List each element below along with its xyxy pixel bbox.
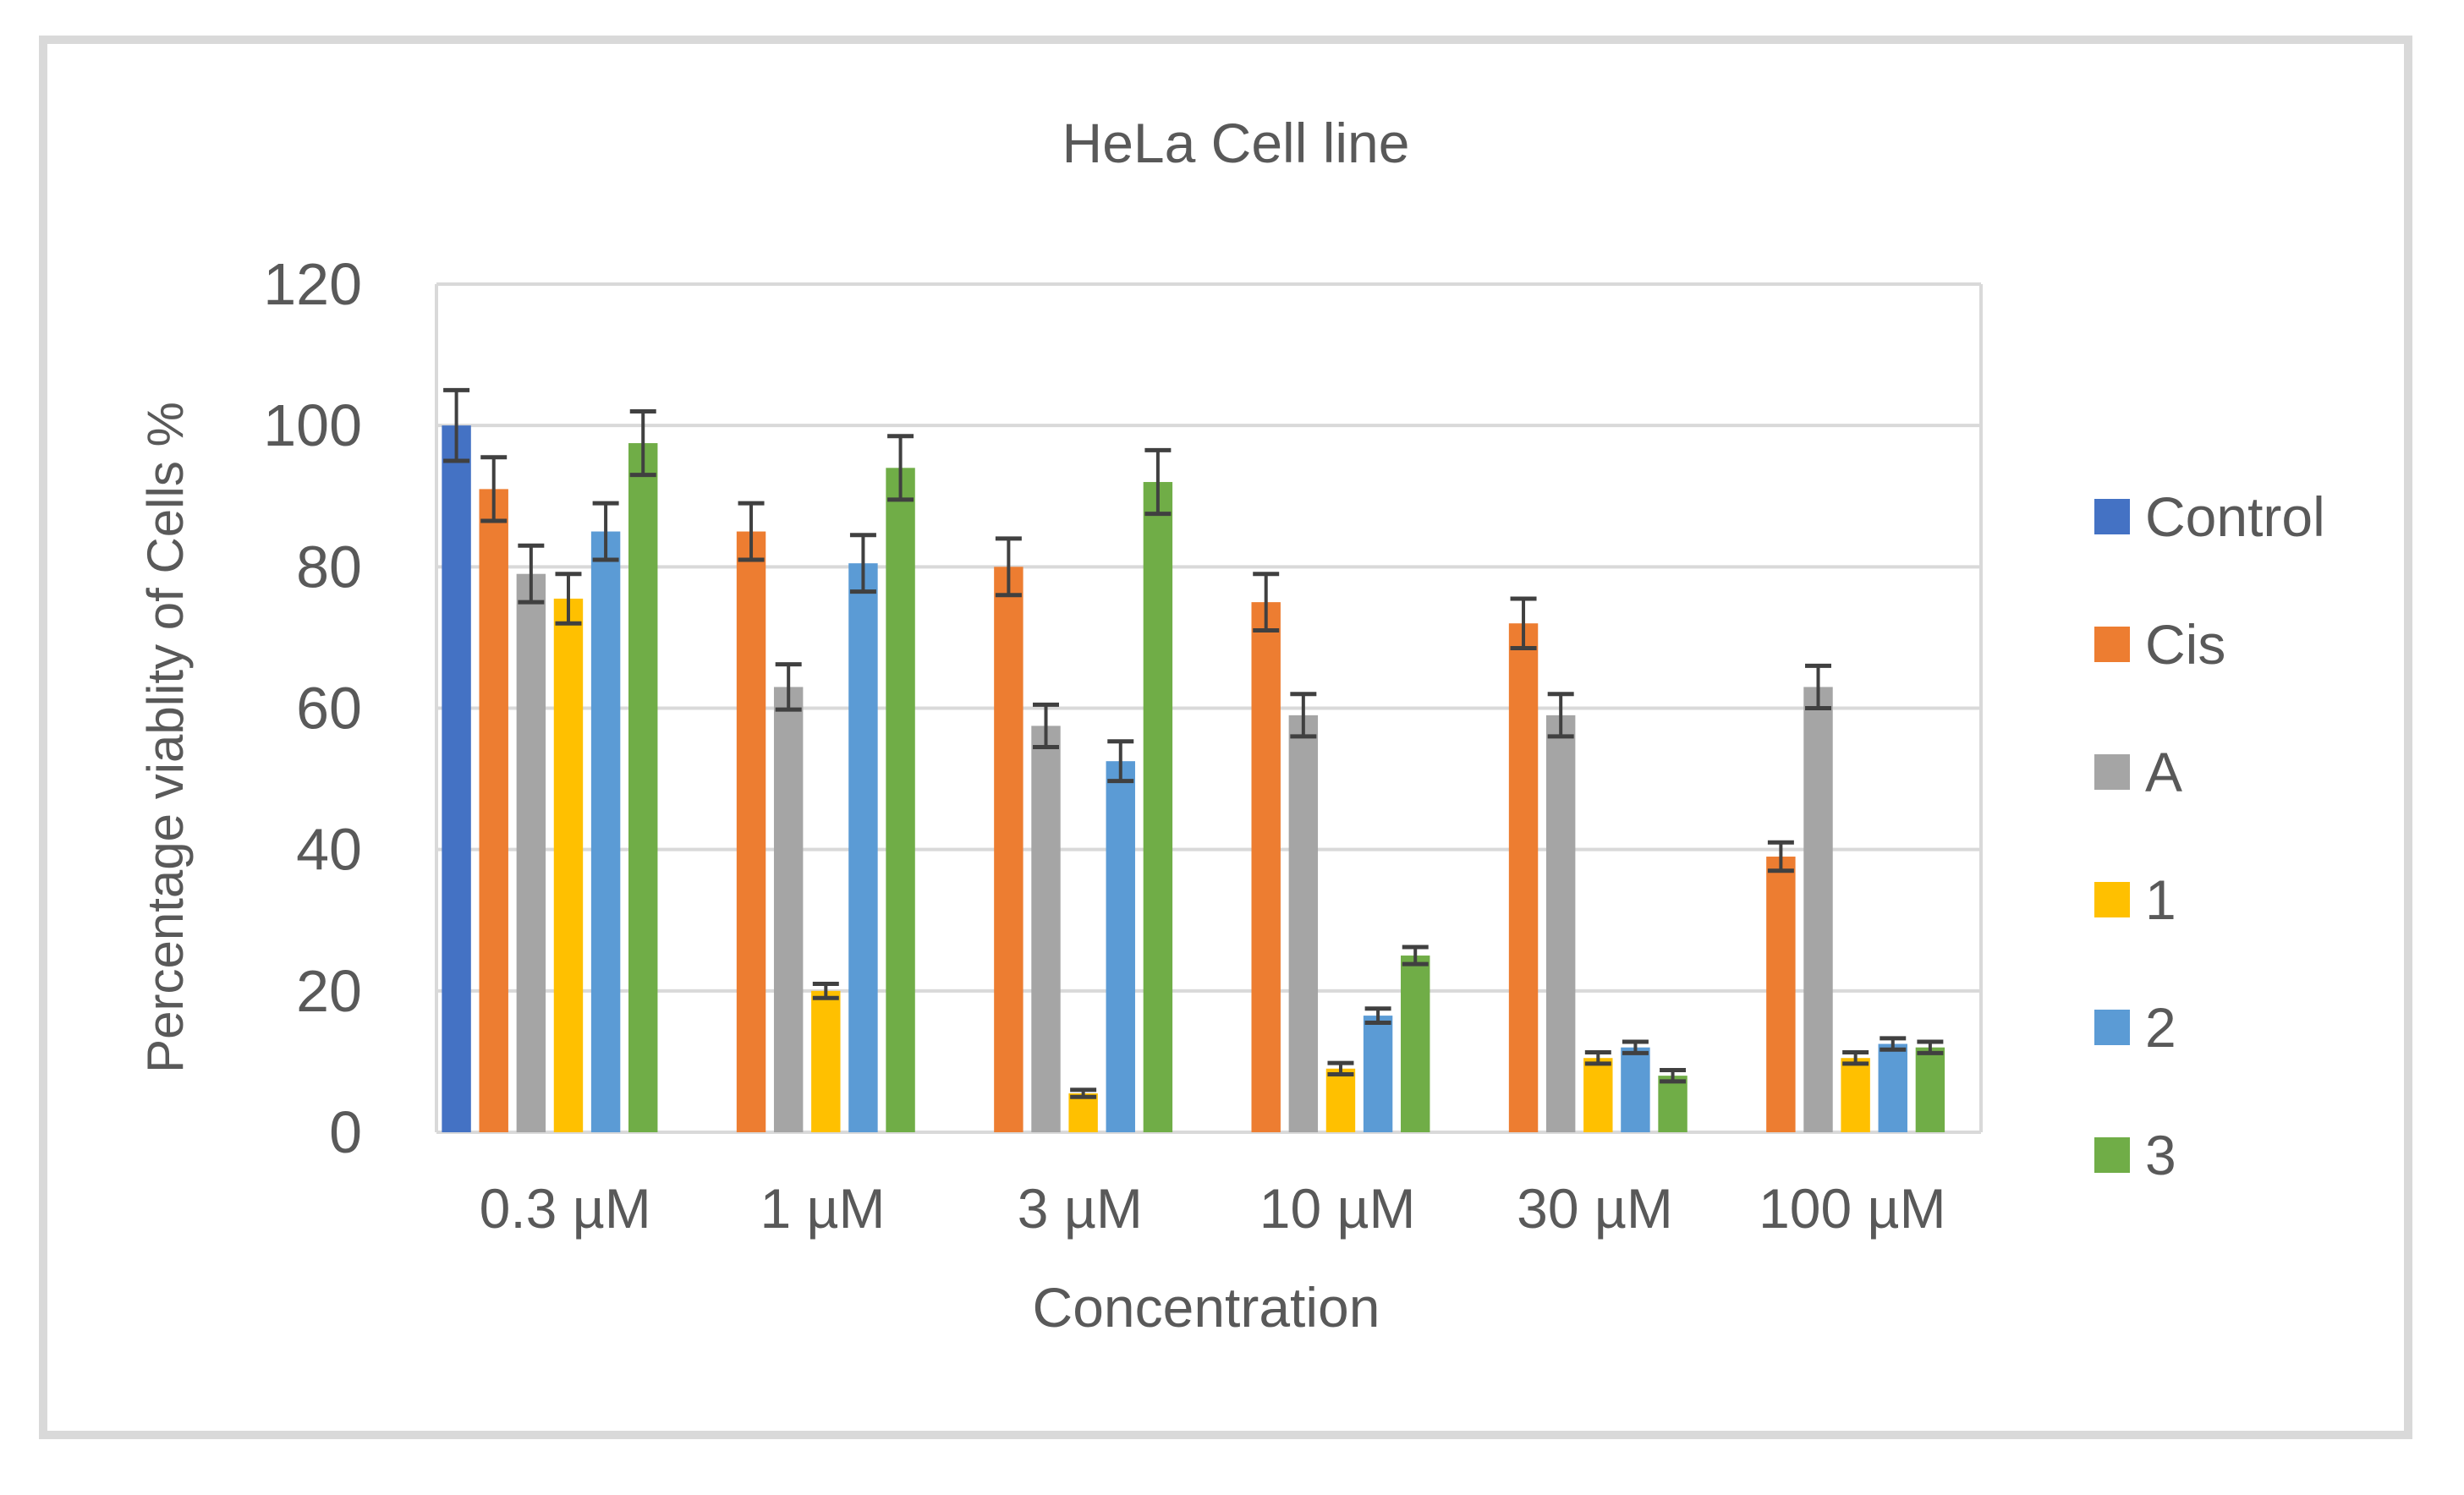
- bar-a-4: [1545, 715, 1576, 1132]
- bar-cis-3: [1251, 602, 1281, 1132]
- bar-2-5: [1878, 1043, 1907, 1132]
- bar-3-3: [1401, 956, 1430, 1132]
- y-tick-label: 60: [296, 676, 362, 742]
- y-tick-label: 120: [263, 251, 362, 317]
- legend-swatch-a: [2094, 754, 2130, 790]
- bar-cis-1: [736, 531, 766, 1132]
- bar-control-0: [442, 425, 471, 1133]
- legend-label-2: 2: [2145, 996, 2176, 1059]
- bar-chart: HeLa Cell line 0 20 40 60 80 100 120 0.3 µM 1 µ…: [137, 112, 2325, 1339]
- bar-3-0: [628, 443, 658, 1132]
- legend-label-3: 3: [2145, 1124, 2176, 1186]
- bar-1-3: [1325, 1068, 1356, 1132]
- bars: [442, 425, 1945, 1133]
- bar-3-5: [1915, 1047, 1945, 1132]
- chart-frame: HeLa Cell line 0 20 40 60 80 100 120 0.3 µM 1 µ…: [39, 36, 2412, 1439]
- bar-1-0: [553, 598, 584, 1132]
- bar-a-0: [516, 573, 546, 1132]
- y-tick-label: 40: [296, 817, 362, 883]
- bar-2-3: [1363, 1016, 1393, 1132]
- bar-1-2: [1068, 1093, 1098, 1132]
- x-tick-label: 100 µM: [1759, 1177, 1945, 1240]
- legend-swatch-3: [2094, 1137, 2130, 1173]
- bar-2-0: [590, 531, 621, 1132]
- legend-swatch-2: [2094, 1010, 2130, 1045]
- y-axis-ticks: 0 20 40 60 80 100 120: [263, 251, 362, 1165]
- chart-title: HeLa Cell line: [1062, 112, 1410, 174]
- x-tick-label: 30 µM: [1517, 1177, 1673, 1240]
- legend-swatch-1: [2094, 882, 2130, 917]
- bar-1-1: [811, 990, 841, 1132]
- bar-2-2: [1106, 761, 1135, 1132]
- bar-cis-4: [1508, 623, 1539, 1132]
- x-tick-label: 10 µM: [1259, 1177, 1416, 1240]
- y-axis-label: Percentage viablity of Cells %: [137, 402, 194, 1073]
- error-bars: [443, 387, 1944, 1099]
- bar-a-5: [1803, 687, 1833, 1132]
- legend-label-cis: Cis: [2145, 613, 2225, 676]
- bar-3-2: [1143, 482, 1173, 1132]
- bar-cis-2: [994, 567, 1023, 1132]
- bar-3-1: [886, 468, 915, 1132]
- legend-label-a: A: [2145, 741, 2182, 803]
- y-tick-label: 100: [263, 392, 362, 458]
- bar-2-1: [848, 563, 878, 1132]
- x-axis-ticks: 0.3 µM 1 µM 3 µM 10 µM 30 µM 100 µM: [480, 1177, 1946, 1240]
- y-tick-label: 0: [329, 1099, 362, 1165]
- y-tick-label: 80: [296, 534, 362, 600]
- legend-label-1: 1: [2145, 868, 2176, 931]
- y-tick-label: 20: [296, 958, 362, 1024]
- legend-swatch-control: [2094, 499, 2130, 534]
- x-axis-label: Concentration: [1033, 1276, 1380, 1339]
- x-tick-label: 1 µM: [760, 1177, 885, 1240]
- legend-swatch-cis: [2094, 627, 2130, 662]
- gridlines: [435, 282, 1983, 1134]
- bar-cis-0: [479, 489, 508, 1132]
- bar-1-4: [1583, 1058, 1613, 1132]
- bar-a-1: [773, 687, 804, 1132]
- x-tick-label: 3 µM: [1018, 1177, 1143, 1240]
- legend: Control Cis A 1 2 3: [2094, 485, 2325, 1186]
- bar-a-2: [1031, 726, 1061, 1132]
- x-tick-label: 0.3 µM: [480, 1177, 651, 1240]
- bar-a-3: [1288, 715, 1319, 1132]
- bar-3-4: [1658, 1076, 1687, 1132]
- bar-cis-5: [1766, 857, 1796, 1132]
- legend-label-control: Control: [2145, 485, 2325, 548]
- bar-2-4: [1621, 1047, 1650, 1132]
- bar-1-5: [1841, 1058, 1870, 1132]
